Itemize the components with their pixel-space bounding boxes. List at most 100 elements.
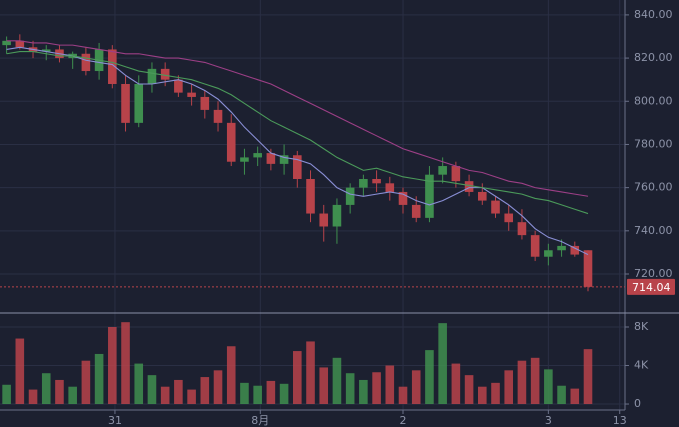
volume-bar [477, 386, 487, 405]
candle-body [530, 235, 540, 257]
candle-body [174, 79, 183, 93]
x-tick-label: 3 [545, 414, 552, 427]
candle-body [583, 250, 593, 287]
volume-bar [385, 365, 395, 405]
volume-bar [68, 386, 77, 405]
candle-body [477, 191, 487, 201]
volume-bar [2, 384, 11, 405]
volume-bar [451, 363, 461, 405]
volume-bar [147, 375, 157, 405]
volume-bar [398, 386, 408, 405]
x-tick-label: 31 [108, 414, 122, 427]
volume-bar [213, 370, 223, 405]
candle-body [2, 40, 11, 46]
candle-body [134, 83, 144, 123]
volume-bar [319, 367, 329, 405]
volume-bar [240, 382, 249, 405]
candle-body [15, 40, 25, 48]
moving-average-line [6, 46, 589, 256]
volume-bar [28, 389, 38, 405]
candle-body [557, 245, 566, 251]
candle-body [306, 178, 315, 214]
volume-bar [94, 353, 104, 405]
volume-bar [160, 386, 170, 405]
y-tick-label: 780.00 [634, 137, 673, 150]
candle-body [160, 68, 170, 80]
last-price-label: 714.04 [632, 281, 671, 294]
volume-bar [174, 379, 183, 405]
candle-body [385, 183, 395, 192]
volume-bar [425, 350, 434, 405]
candle-body [266, 153, 276, 164]
volume-tick-label: 4K [634, 359, 649, 372]
volume-bar [345, 373, 355, 405]
volume-bar [517, 360, 527, 405]
candle-body [372, 178, 381, 184]
volume-bar [108, 326, 117, 405]
candle-body [504, 213, 514, 223]
candle-body [517, 222, 527, 236]
candle-body [279, 155, 289, 164]
y-tick-label: 800.00 [634, 94, 673, 107]
volume-bar [530, 357, 540, 405]
volume-bar [187, 389, 196, 405]
candle-body [319, 213, 329, 227]
candle-body [213, 109, 223, 123]
volume-bar [279, 383, 289, 405]
candle-body [438, 166, 447, 175]
volume-tick-label: 8K [634, 320, 649, 333]
volume-tick-label: 0 [634, 397, 641, 410]
volume-bar [293, 351, 302, 405]
volume-bar [544, 369, 553, 405]
candle-body [398, 191, 408, 205]
volume-bar [41, 373, 51, 405]
candle-body [359, 178, 368, 188]
volume-bar [306, 341, 315, 405]
volume-bar [372, 372, 381, 405]
candle-body [411, 204, 421, 218]
candle-body [147, 68, 157, 84]
candle-body [544, 250, 553, 257]
candle-body [332, 204, 342, 227]
candle-body [570, 245, 580, 255]
moving-average-line [6, 40, 589, 197]
candle-body [200, 96, 210, 110]
candle-body [41, 49, 51, 52]
x-tick-label: 13 [613, 414, 627, 427]
volume-bar [266, 380, 276, 405]
y-tick-label: 740.00 [634, 224, 673, 237]
volume-bar [81, 360, 91, 405]
candle-body [425, 174, 434, 218]
y-tick-label: 840.00 [634, 8, 673, 21]
candle-body [464, 181, 474, 192]
candle-body [293, 155, 302, 179]
volume-bar [200, 377, 210, 405]
candle-body [187, 92, 196, 97]
volume-bar [504, 370, 514, 405]
candle-body [121, 83, 130, 123]
candle-body [491, 200, 500, 214]
volume-bar [464, 375, 474, 405]
y-tick-label: 820.00 [634, 51, 673, 64]
candle-body [240, 157, 249, 162]
volume-bar [411, 370, 421, 405]
candle-body [253, 153, 262, 158]
volume-bar [226, 346, 236, 405]
volume-bar [557, 385, 566, 405]
volume-bar [570, 388, 580, 405]
y-tick-label: 720.00 [634, 267, 673, 280]
x-tick-label: 8月 [251, 414, 269, 427]
last-price-box [627, 278, 675, 295]
volume-bar [134, 363, 144, 405]
volume-bar [253, 385, 262, 405]
volume-bar [332, 357, 342, 405]
volume-bar [438, 323, 447, 405]
volume-bar [491, 382, 500, 405]
volume-bar [121, 322, 130, 405]
moving-average-line [6, 51, 589, 215]
volume-bar [359, 379, 368, 405]
candle-body [108, 49, 117, 84]
candle-body [81, 53, 91, 72]
y-tick-label: 760.00 [634, 181, 673, 194]
